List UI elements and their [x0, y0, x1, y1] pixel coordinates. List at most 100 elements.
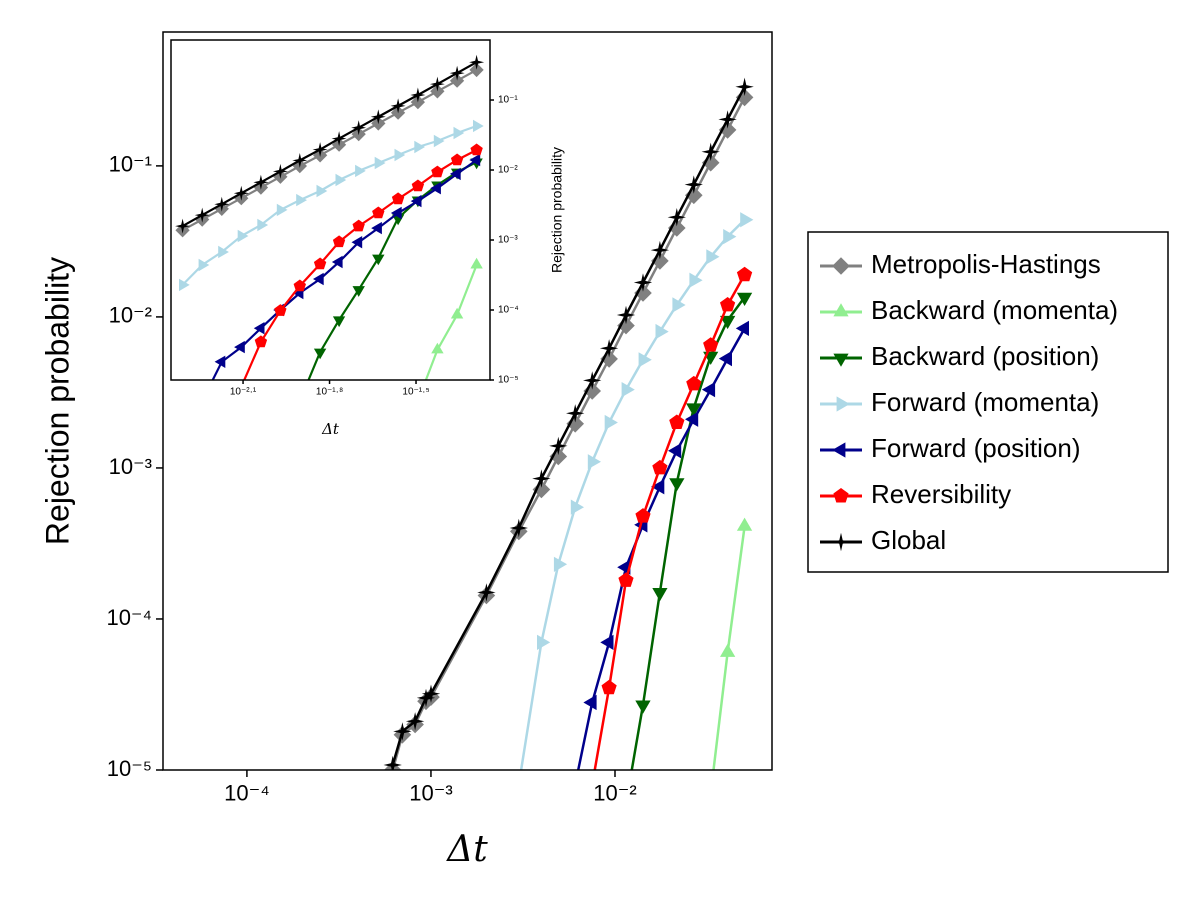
series-layer	[175, 54, 485, 380]
marker	[370, 109, 386, 125]
marker	[233, 185, 249, 201]
marker	[553, 556, 568, 572]
marker	[469, 62, 484, 78]
marker	[566, 404, 585, 423]
marker	[351, 120, 367, 136]
marker	[450, 307, 464, 319]
marker	[549, 436, 568, 456]
legend-marker	[833, 303, 849, 317]
marker	[257, 218, 269, 232]
y-tick-label: 10⁻³	[109, 454, 152, 479]
marker	[703, 337, 719, 352]
marker	[179, 278, 190, 292]
marker	[214, 355, 226, 368]
marker	[684, 175, 703, 194]
marker	[718, 110, 737, 129]
marker	[411, 179, 425, 192]
marker	[633, 273, 653, 292]
marker	[430, 84, 445, 99]
y-tick-label: 10⁻²	[498, 165, 518, 176]
marker	[470, 257, 483, 269]
marker	[433, 134, 445, 148]
legend-marker	[833, 488, 849, 503]
marker	[331, 255, 343, 269]
marker	[532, 469, 551, 488]
marker	[218, 245, 229, 259]
marker	[473, 119, 484, 133]
marker	[332, 235, 346, 248]
marker	[453, 126, 465, 140]
legend-label: Forward (momenta)	[871, 387, 1099, 417]
marker	[421, 684, 441, 703]
marker	[599, 339, 619, 358]
marker	[509, 518, 528, 538]
marker	[469, 153, 481, 167]
marker	[470, 143, 483, 156]
marker	[449, 65, 465, 81]
marker	[410, 87, 426, 103]
marker	[686, 403, 702, 417]
x-tick-label: 10⁻²	[593, 780, 636, 805]
legend-label: Backward (position)	[871, 341, 1099, 371]
marker	[617, 559, 631, 575]
marker	[351, 236, 363, 249]
marker	[296, 193, 307, 207]
series-line	[424, 264, 478, 380]
legend-marker	[831, 532, 851, 552]
marker	[292, 153, 308, 168]
marker	[621, 382, 635, 398]
plot-1: 10⁻²·¹ 10⁻¹·⁸ 10⁻¹·⁵ 10⁻⁵ 10⁻⁴ 10⁻³ 10⁻² 10⁻¹ Δt…	[170, 39, 565, 438]
legend-marker	[836, 396, 850, 412]
marker	[394, 148, 406, 162]
marker	[276, 203, 288, 217]
marker	[650, 240, 670, 260]
legend-label: Global	[871, 525, 946, 555]
y-tick-label: 10⁻¹	[498, 95, 518, 106]
legend-marker	[832, 257, 850, 275]
marker	[740, 212, 754, 228]
marker	[583, 371, 602, 390]
marker	[254, 335, 268, 348]
x-tick-label: 10⁻³	[409, 780, 452, 805]
marker	[701, 382, 716, 398]
marker	[638, 352, 652, 368]
marker	[237, 229, 249, 243]
marker	[736, 517, 753, 531]
marker	[736, 266, 753, 282]
marker	[372, 206, 385, 219]
marker	[372, 254, 385, 266]
x-axis-label: Δt	[321, 420, 340, 438]
y-tick-label: 10⁻⁵	[107, 756, 152, 781]
legend-marker	[833, 353, 849, 367]
marker	[313, 348, 327, 360]
y-tick-label: 10⁻⁴	[498, 305, 519, 316]
marker	[431, 165, 444, 178]
marker	[175, 218, 191, 234]
y-tick-label: 10⁻¹	[109, 152, 152, 177]
legend: Metropolis-Hastings Backward (momenta) Bac…	[807, 231, 1169, 573]
marker	[477, 583, 496, 602]
marker	[431, 342, 444, 354]
marker	[430, 182, 441, 195]
marker	[429, 76, 445, 92]
marker	[701, 142, 720, 161]
legend-marker	[832, 442, 846, 458]
plot-frame	[162, 31, 773, 771]
marker	[293, 279, 306, 292]
marker	[735, 77, 754, 96]
marker	[689, 272, 703, 288]
marker	[668, 443, 682, 459]
y-axis-label: Rejection probability	[39, 257, 75, 545]
marker	[537, 634, 551, 650]
series-line	[630, 296, 746, 770]
marker	[374, 156, 386, 170]
marker	[634, 284, 652, 302]
marker	[312, 142, 328, 157]
series-layer	[383, 77, 754, 770]
x-tick-label: 10⁻¹·⁸	[316, 387, 343, 398]
marker	[313, 272, 324, 286]
marker	[383, 755, 402, 770]
marker	[198, 258, 210, 272]
legend-label: Metropolis-Hastings	[871, 249, 1101, 279]
